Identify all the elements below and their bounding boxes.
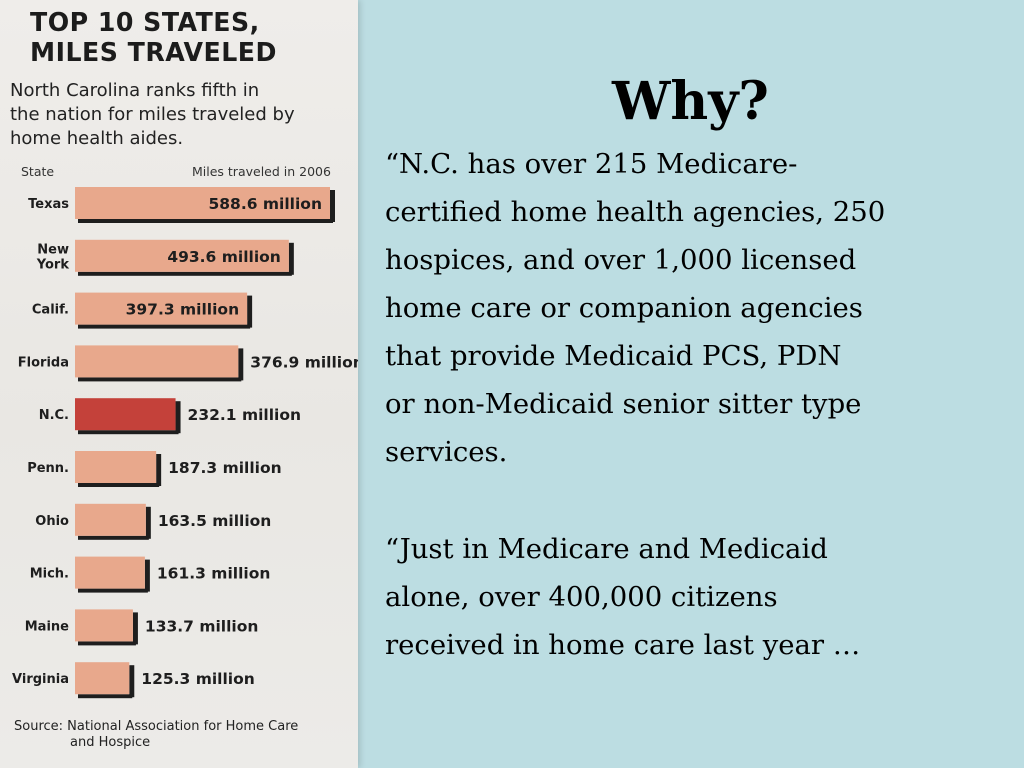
paragraph-citizens-line: received in home care last year … bbox=[385, 629, 861, 661]
category-label: New York bbox=[36, 242, 70, 272]
bar-shadow bbox=[78, 271, 292, 276]
y-axis-label: State bbox=[21, 164, 55, 179]
paragraph-agencies-line: “N.C. has over 215 Medicare- bbox=[385, 148, 798, 180]
bar bbox=[75, 398, 176, 431]
bar-shadow bbox=[175, 401, 181, 434]
bar bbox=[75, 187, 330, 219]
bar bbox=[75, 345, 239, 378]
bar bbox=[75, 556, 145, 589]
bar-shadow bbox=[78, 641, 136, 646]
category-label: N.C. bbox=[39, 408, 69, 423]
bar-shadow bbox=[78, 377, 242, 382]
category-label: Virginia bbox=[12, 672, 69, 687]
bar-shadow bbox=[78, 430, 179, 435]
bar-shadow bbox=[144, 559, 150, 592]
value-label: 376.9 million bbox=[250, 353, 358, 371]
chart-title: TOP 10 STATES, MILES TRAVELED bbox=[30, 8, 277, 68]
bar bbox=[75, 292, 248, 325]
value-label: 232.1 million bbox=[188, 406, 302, 424]
bar-chart: Texas 588.6 million New York 493.6 million Ca… bbox=[12, 187, 358, 699]
newspaper-clipping: TOP 10 STATES, MILES TRAVELED North Caro… bbox=[0, 0, 358, 768]
bar-shadow bbox=[288, 242, 294, 275]
category-label: Calif. bbox=[32, 303, 69, 318]
bar-shadow bbox=[132, 612, 138, 645]
chart-source: Source: National Association for Home Ca… bbox=[14, 719, 354, 751]
category-label: Mich. bbox=[30, 567, 69, 582]
value-label: 161.3 million bbox=[157, 565, 271, 583]
category-label: Florida bbox=[18, 355, 69, 370]
bar-shadow bbox=[330, 190, 335, 222]
source-line-1: Source: National Association for Home Ca… bbox=[14, 719, 299, 734]
bar-shadow bbox=[145, 506, 151, 539]
bar-shadow bbox=[129, 665, 135, 698]
value-label: 163.5 million bbox=[158, 512, 272, 530]
value-label: 493.6 million bbox=[167, 248, 281, 266]
bar bbox=[75, 239, 289, 272]
bar-shadow bbox=[238, 348, 244, 381]
bar-shadow bbox=[78, 588, 148, 593]
value-label: 187.3 million bbox=[168, 459, 282, 477]
category-label: Maine bbox=[25, 619, 69, 634]
category-label: Texas bbox=[28, 197, 69, 212]
bar-shadow bbox=[156, 454, 162, 486]
bar bbox=[75, 503, 146, 536]
bar bbox=[75, 451, 157, 483]
category-label: Penn. bbox=[27, 461, 69, 476]
paragraph-citizens-line: “Just in Medicare and Medicaid bbox=[385, 533, 828, 565]
paragraph-agencies-line: hospices, and over 1,000 licensed bbox=[385, 244, 857, 276]
paragraph-agencies-line: or non-Medicaid senior sitter type bbox=[385, 388, 862, 420]
paragraph-agencies: “N.C. has over 215 Medicare-certified ho… bbox=[385, 140, 1005, 476]
value-label: 125.3 million bbox=[141, 670, 255, 688]
bar-shadow bbox=[78, 219, 333, 223]
value-label: 133.7 million bbox=[145, 617, 259, 635]
bar bbox=[75, 609, 133, 642]
bar-shadow bbox=[78, 694, 133, 699]
paragraph-agencies-line: services. bbox=[385, 436, 508, 468]
bar-shadow bbox=[78, 324, 251, 329]
paragraph-citizens: “Just in Medicare and Medicaid alone, ove… bbox=[385, 525, 1005, 669]
bar bbox=[75, 662, 130, 695]
bar-shadow bbox=[78, 535, 149, 540]
value-label: 588.6 million bbox=[208, 195, 322, 213]
bar-shadow bbox=[78, 483, 160, 487]
paragraph-agencies-line: that provide Medicaid PCS, PDN bbox=[385, 340, 842, 372]
paragraph-agencies-line: certified home health agencies, 250 bbox=[385, 196, 886, 228]
paragraph-citizens-line: alone, over 400,000 citizens bbox=[385, 581, 778, 613]
bar-shadow bbox=[247, 295, 253, 328]
slide-title: Why? bbox=[612, 71, 769, 132]
category-label: Ohio bbox=[35, 514, 69, 529]
paragraph-agencies-line: home care or companion agencies bbox=[385, 292, 863, 324]
chart-subtitle: North Carolina ranks fifth in the nation… bbox=[10, 80, 295, 149]
x-axis-label: Miles traveled in 2006 bbox=[192, 164, 331, 179]
value-label: 397.3 million bbox=[126, 301, 240, 319]
source-line-2: and Hospice bbox=[70, 735, 151, 750]
